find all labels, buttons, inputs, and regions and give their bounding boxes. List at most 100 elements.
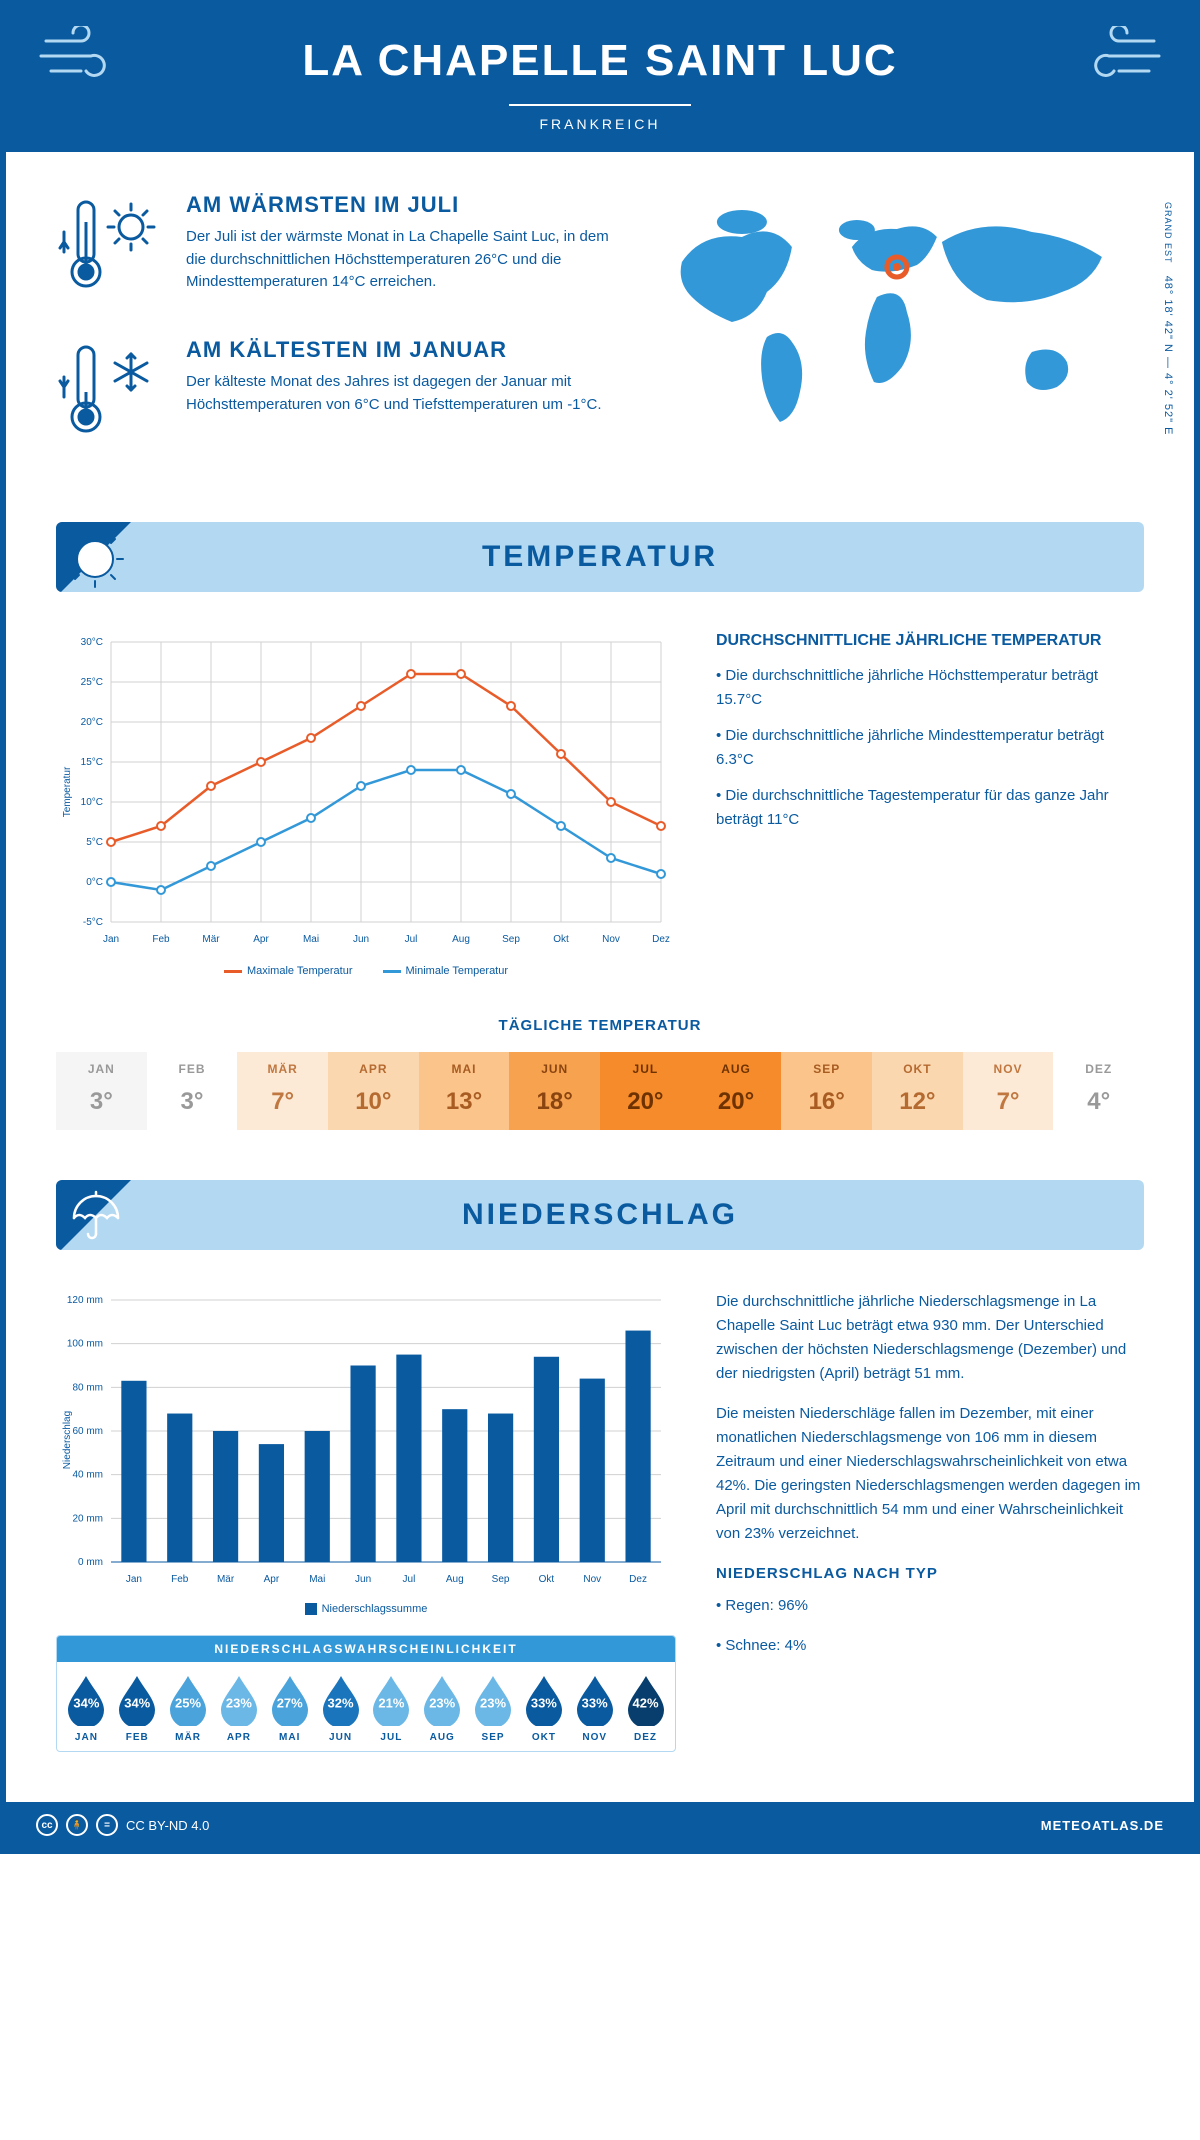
site-name: METEOATLAS.DE: [1041, 1818, 1164, 1833]
svg-text:Feb: Feb: [171, 1574, 189, 1585]
prob-drop: 32%JUN: [317, 1674, 364, 1743]
license-text: CC BY-ND 4.0: [126, 1818, 209, 1833]
footer: cc 🧍 = CC BY-ND 4.0 METEOATLAS.DE: [6, 1802, 1194, 1848]
daily-cell: OKT12°: [872, 1052, 963, 1130]
cc-icon: cc: [36, 1814, 58, 1836]
prob-drop: 23%SEP: [470, 1674, 517, 1743]
daily-cell: SEP16°: [781, 1052, 872, 1130]
prob-drop: 33%NOV: [571, 1674, 618, 1743]
svg-text:Jan: Jan: [126, 1574, 142, 1585]
prob-drop: 21%JUL: [368, 1674, 415, 1743]
country-label: FRANKREICH: [509, 104, 690, 132]
prob-drop: 34%JAN: [63, 1674, 110, 1743]
temperature-line-chart: -5°C0°C5°C10°C15°C20°C25°C30°CJanFebMärA…: [56, 632, 676, 977]
daily-cell: NOV7°: [963, 1052, 1054, 1130]
svg-text:Aug: Aug: [446, 1574, 464, 1585]
page-title: LA CHAPELLE SAINT LUC: [26, 36, 1174, 86]
prob-drop: 42%DEZ: [622, 1674, 669, 1743]
prob-drop: 23%APR: [215, 1674, 262, 1743]
daily-cell: AUG20°: [691, 1052, 782, 1130]
fact-text: Der Juli ist der wärmste Monat in La Cha…: [186, 226, 610, 294]
svg-text:Okt: Okt: [539, 1574, 555, 1585]
svg-text:Sep: Sep: [502, 934, 520, 945]
thermometer-snow-icon: [56, 337, 166, 452]
daily-cell: JUN18°: [509, 1052, 600, 1130]
prob-title: NIEDERSCHLAGSWAHRSCHEINLICHKEIT: [57, 1636, 675, 1662]
fact-title: AM KÄLTESTEN IM JANUAR: [186, 337, 610, 363]
svg-text:Apr: Apr: [264, 1574, 280, 1585]
svg-text:Niederschlag: Niederschlag: [62, 1411, 73, 1469]
prob-drop: 34%FEB: [114, 1674, 161, 1743]
umbrella-icon: [64, 1186, 122, 1250]
thermometer-sun-icon: [56, 192, 166, 307]
svg-text:-5°C: -5°C: [83, 917, 103, 928]
svg-text:Temperatur: Temperatur: [62, 766, 73, 817]
svg-text:Jul: Jul: [403, 1574, 416, 1585]
daily-cell: MAI13°: [419, 1052, 510, 1130]
svg-text:40 mm: 40 mm: [72, 1470, 103, 1481]
svg-text:Jan: Jan: [103, 934, 119, 945]
svg-text:Jul: Jul: [405, 934, 418, 945]
svg-text:Mai: Mai: [309, 1574, 325, 1585]
prob-drop: 27%MAI: [266, 1674, 313, 1743]
prob-drop: 33%OKT: [520, 1674, 567, 1743]
header: LA CHAPELLE SAINT LUC FRANKREICH: [6, 6, 1194, 152]
chart-legend: Maximale Temperatur Minimale Temperatur: [56, 965, 676, 977]
daily-cell: APR10°: [328, 1052, 419, 1130]
svg-text:Mär: Mär: [202, 934, 220, 945]
svg-text:Jun: Jun: [353, 934, 369, 945]
coordinates: GRAND EST 48° 18' 42" N — 4° 2' 52" E: [1162, 202, 1174, 435]
world-map: GRAND EST 48° 18' 42" N — 4° 2' 52" E: [640, 192, 1144, 482]
svg-text:Mai: Mai: [303, 934, 319, 945]
chart-legend: Niederschlagssumme: [56, 1603, 676, 1615]
svg-text:15°C: 15°C: [81, 757, 103, 768]
wind-icon: [1074, 26, 1164, 91]
precip-summary: Die durchschnittliche jährliche Niedersc…: [716, 1290, 1144, 1752]
svg-text:Dez: Dez: [629, 1574, 647, 1585]
svg-text:Feb: Feb: [152, 934, 170, 945]
svg-text:0 mm: 0 mm: [78, 1557, 103, 1568]
svg-text:Mär: Mär: [217, 1574, 235, 1585]
daily-cell: JUL20°: [600, 1052, 691, 1130]
svg-text:20 mm: 20 mm: [72, 1513, 103, 1524]
svg-text:60 mm: 60 mm: [72, 1426, 103, 1437]
svg-text:80 mm: 80 mm: [72, 1382, 103, 1393]
svg-text:120 mm: 120 mm: [67, 1295, 103, 1306]
daily-cell: DEZ4°: [1053, 1052, 1144, 1130]
svg-text:Nov: Nov: [583, 1574, 601, 1585]
prob-drop: 25%MÄR: [165, 1674, 212, 1743]
svg-text:Nov: Nov: [602, 934, 620, 945]
prob-drop: 23%AUG: [419, 1674, 466, 1743]
daily-cell: JAN3°: [56, 1052, 147, 1130]
svg-text:100 mm: 100 mm: [67, 1339, 103, 1350]
wind-icon: [36, 26, 126, 91]
svg-text:20°C: 20°C: [81, 717, 103, 728]
daily-cell: MÄR7°: [237, 1052, 328, 1130]
infographic-frame: LA CHAPELLE SAINT LUC FRANKREICH AM WÄRM…: [0, 0, 1200, 1854]
svg-text:Jun: Jun: [355, 1574, 371, 1585]
overview-row: AM WÄRMSTEN IM JULI Der Juli ist der wär…: [56, 192, 1144, 482]
nd-icon: =: [96, 1814, 118, 1836]
fact-warmest: AM WÄRMSTEN IM JULI Der Juli ist der wär…: [56, 192, 610, 307]
daily-temp-row: JAN3°FEB3°MÄR7°APR10°MAI13°JUN18°JUL20°A…: [56, 1052, 1144, 1130]
section-header-temperature: TEMPERATUR: [56, 522, 1144, 592]
by-icon: 🧍: [66, 1814, 88, 1836]
svg-text:5°C: 5°C: [86, 837, 103, 848]
svg-text:Sep: Sep: [492, 1574, 510, 1585]
temperature-summary: DURCHSCHNITTLICHE JÄHRLICHE TEMPERATUR •…: [716, 632, 1144, 977]
precipitation-bar-chart: 0 mm 20 mm 40 mm 60 mm 80 mm 100 mm 120 mm Nied…: [56, 1290, 676, 1615]
sun-icon: [64, 528, 126, 592]
daily-temp-title: TÄGLICHE TEMPERATUR: [56, 1017, 1144, 1034]
svg-text:Aug: Aug: [452, 934, 470, 945]
svg-text:Okt: Okt: [553, 934, 569, 945]
svg-text:25°C: 25°C: [81, 677, 103, 688]
daily-cell: FEB3°: [147, 1052, 238, 1130]
fact-title: AM WÄRMSTEN IM JULI: [186, 192, 610, 218]
svg-text:10°C: 10°C: [81, 797, 103, 808]
fact-text: Der kälteste Monat des Jahres ist dagege…: [186, 371, 610, 416]
svg-text:0°C: 0°C: [86, 877, 103, 888]
section-header-precip: NIEDERSCHLAG: [56, 1180, 1144, 1250]
fact-coldest: AM KÄLTESTEN IM JANUAR Der kälteste Mona…: [56, 337, 610, 452]
svg-text:Dez: Dez: [652, 934, 670, 945]
svg-text:Apr: Apr: [253, 934, 269, 945]
